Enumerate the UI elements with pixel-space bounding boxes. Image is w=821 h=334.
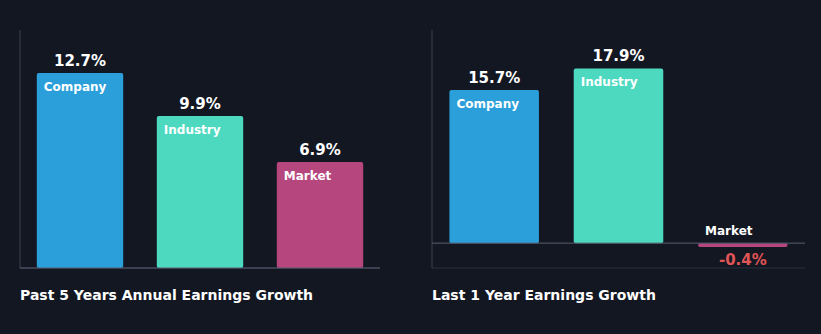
chart-container: 12.7% Company 9.9% Industry 6.9% Market Past 5… [0, 0, 821, 334]
bar [157, 116, 243, 268]
baseline [20, 268, 380, 269]
category-label: Company [456, 97, 519, 111]
category-label: Industry [164, 123, 221, 137]
chart-title: Past 5 Years Annual Earnings Growth [20, 287, 313, 303]
category-label: Industry [581, 75, 638, 89]
category-label: Market [705, 224, 753, 238]
bars [449, 68, 787, 247]
panel: 15.7% Company 17.9% Industry -0.4% Market Last… [432, 30, 805, 303]
data-label: 12.7% [54, 52, 106, 70]
bar [698, 243, 788, 247]
bar [449, 90, 539, 243]
bar [574, 68, 664, 243]
background [0, 0, 821, 334]
data-label: 9.9% [179, 95, 221, 113]
chart-svg: 12.7% Company 9.9% Industry 6.9% Market Past 5… [0, 0, 821, 334]
bars [37, 73, 363, 268]
data-label: 15.7% [468, 69, 520, 87]
baseline [432, 243, 805, 244]
y-axis-line [20, 30, 21, 268]
panel: 12.7% Company 9.9% Industry 6.9% Market Past 5… [20, 30, 380, 303]
data-label: 17.9% [592, 47, 644, 65]
data-label: -0.4% [719, 251, 767, 269]
bar [277, 162, 363, 268]
plot-bottom-line [20, 268, 380, 269]
chart-title: Last 1 Year Earnings Growth [432, 287, 656, 303]
y-axis-line [432, 30, 433, 268]
data-label: 6.9% [299, 141, 341, 159]
category-label: Market [284, 169, 332, 183]
category-label: Company [44, 80, 107, 94]
bar [37, 73, 123, 268]
